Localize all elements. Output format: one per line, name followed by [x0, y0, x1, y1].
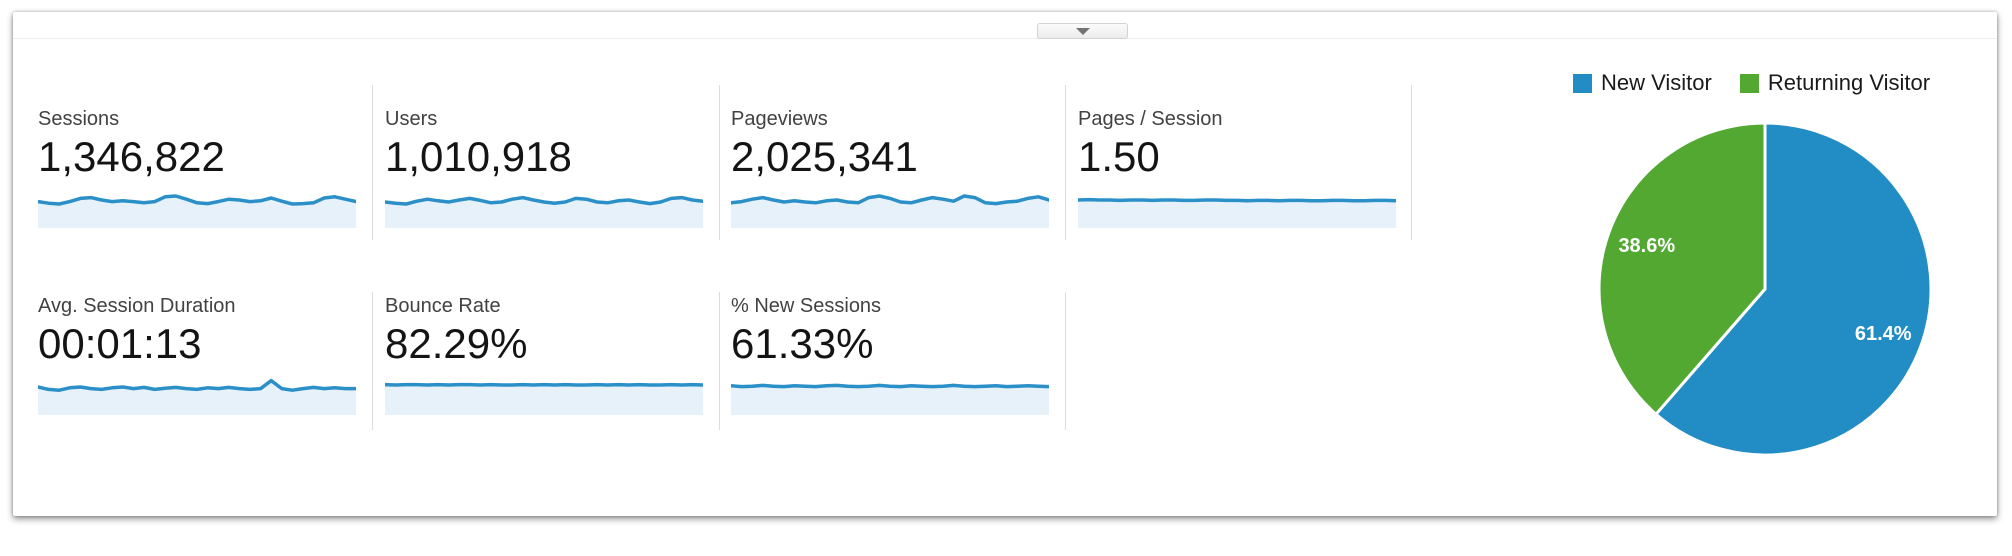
new-visitor-swatch-icon [1573, 73, 1592, 93]
avg-session-duration-sparkline [38, 378, 356, 415]
bounce-rate-sparkline [385, 382, 703, 415]
metric-label: % New Sessions [731, 295, 882, 317]
column-divider [1065, 85, 1066, 240]
legend-label: Returning Visitor [1767, 70, 1931, 95]
users-sparkline [385, 195, 703, 228]
metric-card-percent-new-sessions: % New Sessions 61.33% [731, 295, 1049, 417]
column-divider [719, 292, 720, 430]
legend-label: New Visitor [1601, 70, 1712, 95]
pie-slice-label: 38.6% [1618, 235, 1675, 257]
metric-value: 82.29% [385, 320, 528, 367]
metric-card-avg-session-duration: Avg. Session Duration 00:01:13 [38, 295, 356, 417]
column-divider [372, 85, 373, 240]
metric-label: Pageviews [731, 108, 828, 130]
metric-card-sessions: Sessions 1,346,822 [38, 108, 356, 230]
metric-card-bounce-rate: Bounce Rate 82.29% [385, 295, 703, 417]
chevron-down-icon [1075, 28, 1090, 35]
collapse-panel-button[interactable] [1037, 23, 1128, 39]
metric-value: 1,010,918 [385, 133, 572, 180]
pie-legend: New Visitor Returning Visitor [1573, 70, 1930, 96]
metric-value: 1,346,822 [38, 133, 225, 180]
legend-item-new-visitor: New Visitor [1573, 70, 1712, 96]
pie-slice-new-visitor [1654, 121, 1933, 457]
column-divider [372, 292, 373, 430]
metric-value: 1.50 [1078, 133, 1160, 180]
metric-value: 00:01:13 [38, 320, 202, 367]
returning-visitor-swatch-icon [1739, 73, 1759, 93]
percent-new-sessions-sparkline [731, 383, 1049, 415]
metric-card-users: Users 1,010,918 [385, 108, 703, 230]
metric-card-pageviews: Pageviews 2,025,341 [731, 108, 1049, 230]
metric-card-pages-per-session: Pages / Session 1.50 [1078, 108, 1396, 230]
metric-label: Sessions [38, 108, 120, 130]
column-divider [1065, 292, 1066, 430]
sessions-sparkline [38, 194, 356, 228]
pie-slice-label: 61.4% [1855, 323, 1912, 345]
metric-value: 2,025,341 [731, 133, 918, 180]
legend-item-returning-visitor: Returning Visitor [1739, 70, 1931, 96]
metric-label: Avg. Session Duration [38, 295, 236, 317]
column-divider [1411, 85, 1412, 240]
column-divider [719, 85, 720, 240]
pages-per-session-sparkline [1078, 197, 1396, 228]
metric-label: Users [385, 108, 438, 130]
metric-label: Pages / Session [1078, 108, 1223, 130]
section-top-border [13, 38, 1997, 39]
metric-label: Bounce Rate [385, 295, 501, 317]
pageviews-sparkline [731, 194, 1049, 228]
metric-value: 61.33% [731, 320, 874, 367]
overview-panel: Sessions 1,346,822 Users 1,010,918 Pagev… [13, 12, 1997, 516]
visitor-type-pie-chart: 61.4% 38.6% [1597, 121, 1933, 457]
pie-slice-returning-visitor [1597, 121, 1767, 416]
